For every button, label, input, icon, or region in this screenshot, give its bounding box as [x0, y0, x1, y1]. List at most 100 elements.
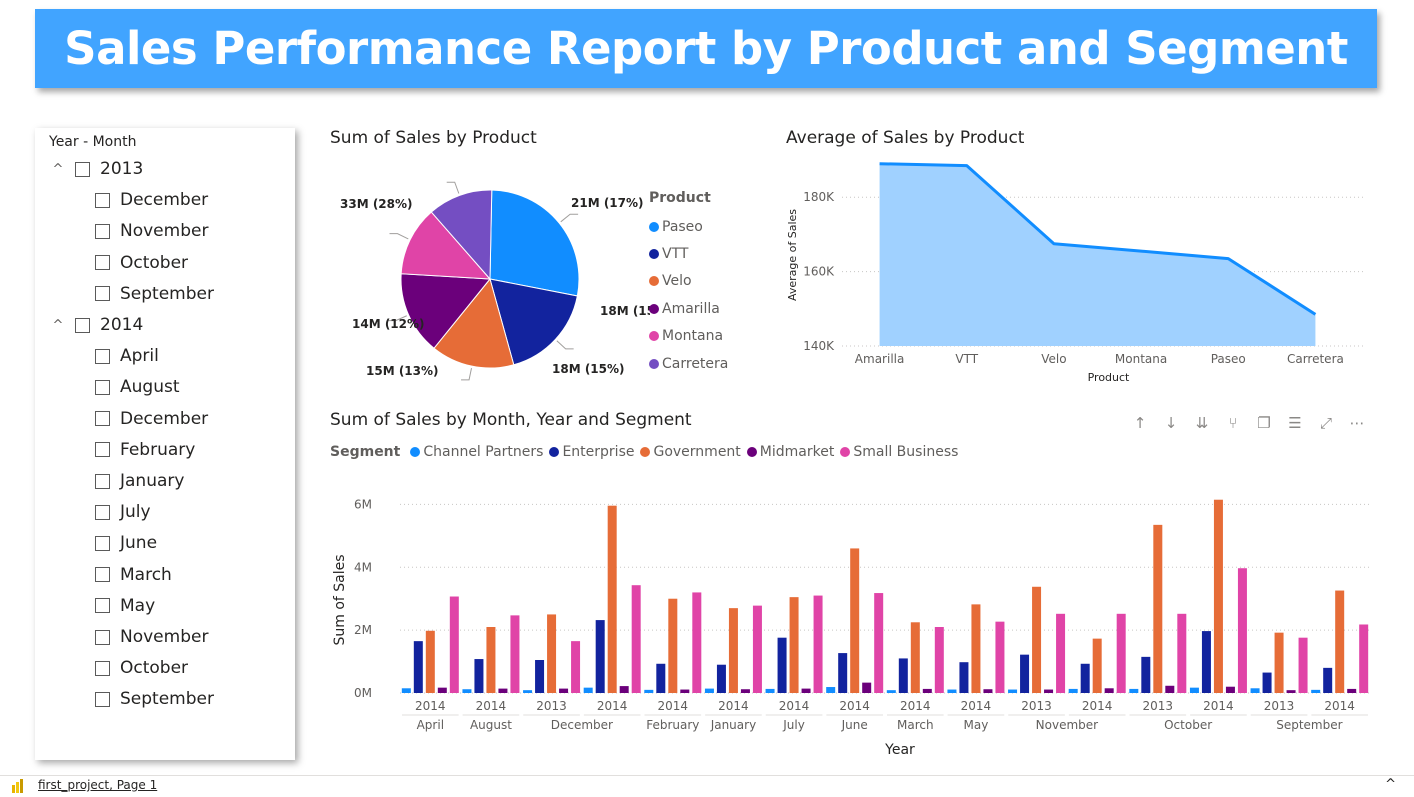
- bar-small-business[interactable]: [874, 593, 884, 693]
- bar-small-business[interactable]: [1056, 613, 1066, 693]
- bar-channel-partners[interactable]: [1068, 688, 1078, 693]
- bar-enterprise[interactable]: [535, 660, 545, 693]
- checkbox[interactable]: [95, 348, 110, 364]
- drill-up-icon[interactable]: ↑: [1133, 414, 1147, 432]
- slicer-item-september-2014[interactable]: September: [95, 689, 214, 709]
- bar-enterprise[interactable]: [1323, 667, 1333, 693]
- slicer-item-april-2014[interactable]: April: [95, 346, 159, 366]
- pie-legend-item-montana[interactable]: Montana: [649, 323, 728, 350]
- checkbox[interactable]: [95, 598, 110, 614]
- pie-legend-item-paseo[interactable]: Paseo: [649, 213, 728, 240]
- bar-small-business[interactable]: [813, 595, 823, 693]
- bar-small-business[interactable]: [1298, 637, 1308, 693]
- checkbox[interactable]: [95, 192, 110, 208]
- bar-government[interactable]: [425, 630, 435, 693]
- chevron-up-icon[interactable]: ^: [52, 317, 64, 333]
- bar-midmarket[interactable]: [1347, 688, 1357, 693]
- bar-midmarket[interactable]: [559, 688, 569, 693]
- bar-government[interactable]: [668, 598, 678, 693]
- bar-enterprise[interactable]: [959, 662, 969, 693]
- bar-government[interactable]: [1153, 524, 1163, 693]
- bar-government[interactable]: [971, 604, 981, 693]
- slicer-item-march-2014[interactable]: March: [95, 565, 172, 585]
- pie-slice-carretera[interactable]: [430, 189, 493, 281]
- segment-legend-item-enterprise[interactable]: Enterprise: [549, 444, 634, 460]
- bar-channel-partners[interactable]: [1129, 688, 1139, 693]
- bar-enterprise[interactable]: [1262, 672, 1272, 693]
- bar-small-business[interactable]: [631, 585, 641, 693]
- bar-enterprise[interactable]: [1020, 654, 1030, 693]
- pie-slice-amarilla[interactable]: [400, 273, 491, 349]
- bar-channel-partners[interactable]: [644, 689, 654, 693]
- bar-chart[interactable]: 0M 2M 4M 6M 2014 2014 2013 2014 2014 2014 2014 2014…: [325, 490, 1385, 765]
- slicer-item-august-2014[interactable]: August: [95, 377, 180, 397]
- chevron-up-icon[interactable]: ^: [1385, 777, 1396, 792]
- bar-midmarket[interactable]: [680, 689, 690, 693]
- file-page-link[interactable]: first_project, Page 1: [38, 778, 158, 792]
- bar-channel-partners[interactable]: [1250, 688, 1260, 693]
- bar-government[interactable]: [789, 597, 799, 693]
- slicer-item-november-2013[interactable]: November: [95, 221, 208, 241]
- checkbox[interactable]: [75, 161, 90, 177]
- bar-enterprise[interactable]: [777, 637, 787, 693]
- bar-small-business[interactable]: [1237, 568, 1247, 693]
- bar-enterprise[interactable]: [1141, 656, 1151, 693]
- bar-small-business[interactable]: [692, 592, 702, 693]
- bar-enterprise[interactable]: [716, 664, 726, 693]
- slicer-item-december-2014[interactable]: December: [95, 409, 208, 429]
- pie-slice-montana[interactable]: [400, 211, 492, 280]
- bar-midmarket[interactable]: [801, 688, 811, 693]
- bar-government[interactable]: [1274, 632, 1284, 693]
- bar-small-business[interactable]: [1359, 624, 1369, 693]
- bar-government[interactable]: [728, 608, 738, 693]
- checkbox[interactable]: [95, 473, 110, 489]
- bar-midmarket[interactable]: [922, 688, 932, 693]
- bar-enterprise[interactable]: [595, 620, 605, 693]
- bar-enterprise[interactable]: [413, 641, 423, 693]
- checkbox[interactable]: [95, 442, 110, 458]
- slicer-year-2013[interactable]: ^ 2013: [49, 159, 144, 179]
- pie-slice-velo[interactable]: [433, 277, 515, 369]
- checkbox[interactable]: [95, 629, 110, 645]
- pie-legend-item-velo[interactable]: Velo: [649, 268, 728, 295]
- pie-legend-item-carretera[interactable]: Carretera: [649, 350, 728, 377]
- checkbox[interactable]: [95, 379, 110, 395]
- slicer-item-january-2014[interactable]: January: [95, 471, 184, 491]
- bar-midmarket[interactable]: [1286, 690, 1296, 693]
- pie-chart[interactable]: 33M (28%) 21M (17%) 18M (15%) 18M (15%) 15M …: [320, 155, 650, 390]
- bar-midmarket[interactable]: [498, 688, 508, 693]
- bar-enterprise[interactable]: [1080, 663, 1090, 693]
- slicer-item-october-2014[interactable]: October: [95, 658, 188, 678]
- bar-small-business[interactable]: [571, 641, 581, 693]
- checkbox[interactable]: [95, 255, 110, 271]
- bar-enterprise[interactable]: [474, 659, 484, 693]
- chevron-up-icon[interactable]: ^: [52, 161, 64, 177]
- bar-government[interactable]: [1092, 638, 1102, 693]
- bar-enterprise[interactable]: [838, 653, 848, 693]
- bar-government[interactable]: [1213, 499, 1223, 693]
- pie-slice-paseo[interactable]: [489, 189, 580, 297]
- slicer-item-june-2014[interactable]: June: [95, 533, 157, 553]
- bar-small-business[interactable]: [752, 605, 762, 693]
- slicer-item-october-2013[interactable]: October: [95, 253, 188, 273]
- bar-midmarket[interactable]: [983, 689, 993, 693]
- slicer-item-july-2014[interactable]: July: [95, 502, 151, 522]
- pie-legend-item-amarilla[interactable]: Amarilla: [649, 295, 728, 322]
- expand-all-icon[interactable]: ⑂: [1228, 414, 1238, 432]
- checkbox[interactable]: [95, 286, 110, 302]
- bar-small-business[interactable]: [1116, 613, 1126, 693]
- more-options-icon[interactable]: ⋯: [1349, 414, 1365, 432]
- segment-legend-item-channel-partners[interactable]: Channel Partners: [410, 444, 543, 460]
- checkbox[interactable]: [95, 411, 110, 427]
- segment-legend-item-government[interactable]: Government: [640, 444, 741, 460]
- bar-midmarket[interactable]: [1104, 688, 1114, 693]
- drill-down-icon[interactable]: ↓: [1164, 414, 1178, 432]
- checkbox[interactable]: [95, 223, 110, 239]
- slicer-item-may-2014[interactable]: May: [95, 596, 155, 616]
- checkbox[interactable]: [95, 691, 110, 707]
- bar-enterprise[interactable]: [1201, 631, 1211, 693]
- checkbox[interactable]: [95, 504, 110, 520]
- bar-channel-partners[interactable]: [583, 687, 593, 693]
- bar-midmarket[interactable]: [1225, 686, 1235, 693]
- bar-channel-partners[interactable]: [826, 687, 836, 693]
